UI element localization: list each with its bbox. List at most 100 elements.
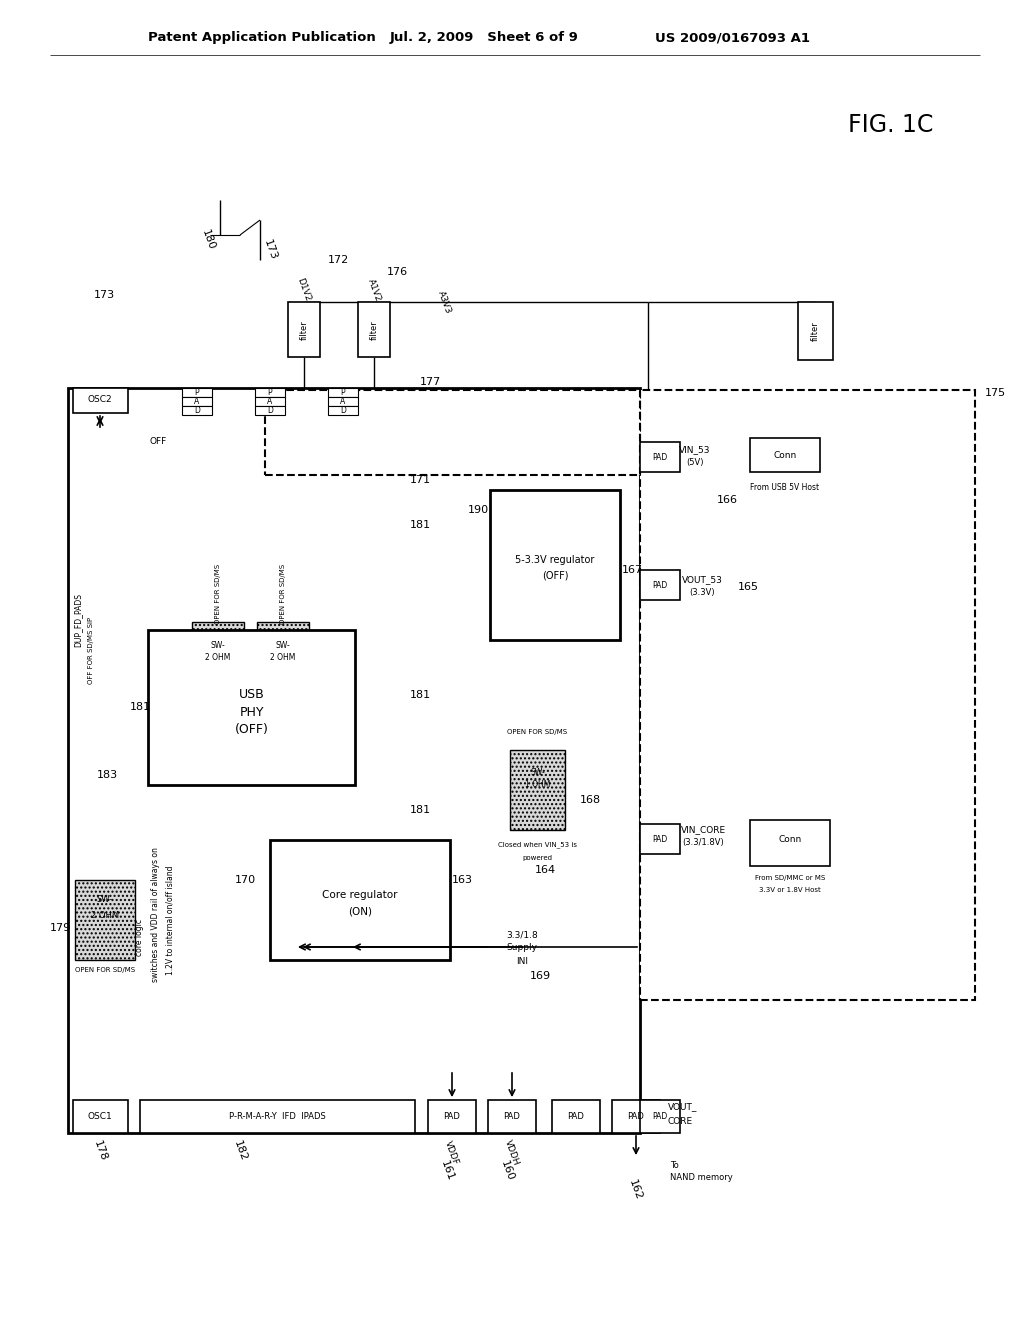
Bar <box>798 302 833 360</box>
Text: OPEN FOR SD/MS: OPEN FOR SD/MS <box>215 564 221 624</box>
Text: 5-3.3V regulator: 5-3.3V regulator <box>515 554 595 565</box>
Text: OPEN FOR SD/MS: OPEN FOR SD/MS <box>75 968 135 973</box>
Text: 160: 160 <box>499 1159 515 1183</box>
Bar <box>255 407 285 414</box>
Text: OFF FOR SD/MS SIP: OFF FOR SD/MS SIP <box>88 616 94 684</box>
Bar <box>428 1100 476 1133</box>
Text: CORE: CORE <box>668 1117 693 1126</box>
Text: A: A <box>340 397 346 407</box>
Text: INI: INI <box>516 957 528 965</box>
Text: 168: 168 <box>580 795 600 805</box>
Text: PAD: PAD <box>652 834 668 843</box>
Bar <box>510 750 565 830</box>
Bar <box>488 1100 536 1133</box>
Bar <box>640 1100 680 1133</box>
Text: US 2009/0167093 A1: US 2009/0167093 A1 <box>655 32 810 45</box>
Text: USB: USB <box>240 689 265 701</box>
Bar <box>148 630 355 785</box>
Bar <box>640 442 680 473</box>
Text: powered: powered <box>522 855 553 861</box>
Text: A: A <box>267 397 272 407</box>
Text: OFF: OFF <box>150 437 167 446</box>
Text: Conn: Conn <box>778 836 802 845</box>
Text: 162: 162 <box>627 1179 643 1201</box>
Text: To: To <box>670 1160 679 1170</box>
Bar <box>73 388 128 413</box>
Text: OSC2: OSC2 <box>88 396 113 404</box>
Text: 165: 165 <box>737 582 759 591</box>
Text: 2 OHM: 2 OHM <box>270 652 296 661</box>
Bar <box>640 389 975 1001</box>
Text: PAD: PAD <box>652 581 668 590</box>
Text: filter: filter <box>370 321 379 339</box>
Text: NAND memory: NAND memory <box>670 1172 733 1181</box>
Text: 2 OHM: 2 OHM <box>206 652 230 661</box>
Text: 173: 173 <box>262 239 279 261</box>
Text: (OFF): (OFF) <box>542 572 568 581</box>
Text: 163: 163 <box>452 875 472 884</box>
Text: 3.3/1.8: 3.3/1.8 <box>506 931 538 940</box>
Bar <box>328 407 358 414</box>
Text: PAD: PAD <box>652 1111 668 1121</box>
Text: filter: filter <box>811 321 819 341</box>
Text: 2 OHM: 2 OHM <box>91 912 119 920</box>
Text: Patent Application Publication: Patent Application Publication <box>148 32 376 45</box>
Text: PAD: PAD <box>443 1111 461 1121</box>
Text: (3.3V): (3.3V) <box>689 589 715 598</box>
Text: 181: 181 <box>410 520 430 531</box>
Text: PAD: PAD <box>567 1111 585 1121</box>
Text: Closed when VIN_53 is: Closed when VIN_53 is <box>498 842 577 849</box>
Bar <box>270 840 450 960</box>
Text: 164: 164 <box>535 865 556 875</box>
Bar <box>328 388 358 397</box>
Text: (ON): (ON) <box>348 907 372 917</box>
Text: filter: filter <box>299 321 308 339</box>
Text: SW-: SW- <box>211 642 225 649</box>
Bar <box>750 438 820 473</box>
Text: 175: 175 <box>985 388 1007 399</box>
Text: A1V2: A1V2 <box>366 277 382 302</box>
Text: OPEN FOR SD/MS: OPEN FOR SD/MS <box>508 729 567 735</box>
Text: PAD: PAD <box>652 453 668 462</box>
Text: SW-: SW- <box>97 895 113 904</box>
Text: 171: 171 <box>410 475 430 484</box>
Bar <box>182 407 212 414</box>
Text: D: D <box>267 407 273 414</box>
Bar <box>193 622 244 700</box>
Text: 1.2V to internal on/off island: 1.2V to internal on/off island <box>166 865 174 974</box>
Text: PAD: PAD <box>628 1111 644 1121</box>
Text: 172: 172 <box>328 255 348 265</box>
Text: 181: 181 <box>410 690 430 700</box>
Text: switches and VDD rail of always on: switches and VDD rail of always on <box>151 847 160 982</box>
Text: P: P <box>195 388 200 397</box>
Text: P: P <box>267 388 272 397</box>
Bar <box>75 880 135 960</box>
Text: From SD/MMC or MS: From SD/MMC or MS <box>755 875 825 880</box>
Bar <box>358 302 390 356</box>
Text: Jul. 2, 2009   Sheet 6 of 9: Jul. 2, 2009 Sheet 6 of 9 <box>390 32 579 45</box>
Text: D: D <box>340 407 346 414</box>
Text: 179: 179 <box>49 923 71 933</box>
Text: SW-: SW- <box>275 642 291 649</box>
Text: 178: 178 <box>92 1139 109 1163</box>
Text: OPEN FOR SD/MS: OPEN FOR SD/MS <box>280 564 286 624</box>
Text: (5V): (5V) <box>686 458 703 467</box>
Text: From USB 5V Host: From USB 5V Host <box>751 483 819 491</box>
Text: (OFF): (OFF) <box>236 722 269 735</box>
Bar <box>255 397 285 407</box>
Bar <box>182 397 212 407</box>
Text: 161: 161 <box>438 1159 456 1183</box>
Text: 170: 170 <box>234 875 256 884</box>
Text: (3.3/1.8V): (3.3/1.8V) <box>682 838 724 847</box>
Bar <box>750 820 830 866</box>
Text: VIN_CORE: VIN_CORE <box>680 825 726 834</box>
Text: A: A <box>195 397 200 407</box>
Text: 181: 181 <box>410 805 430 814</box>
Text: VDDH: VDDH <box>503 1139 521 1167</box>
Text: 181: 181 <box>129 702 151 711</box>
Text: 1 OHM: 1 OHM <box>525 780 550 789</box>
Bar <box>328 397 358 407</box>
Text: 182: 182 <box>231 1139 249 1163</box>
Text: 176: 176 <box>386 267 408 277</box>
Text: PAD: PAD <box>504 1111 520 1121</box>
